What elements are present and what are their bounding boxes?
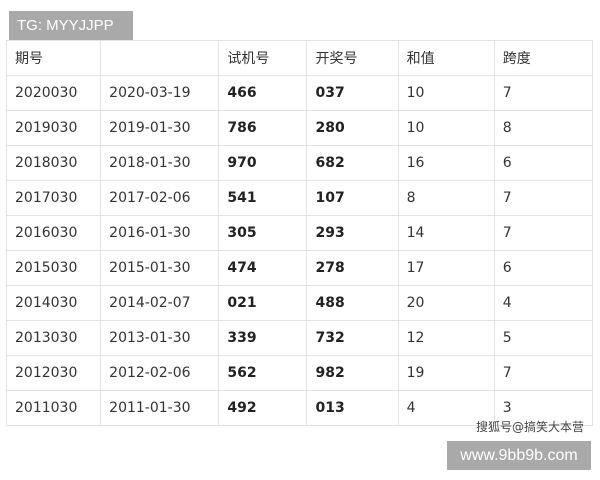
- table-cell: 14: [397, 215, 495, 251]
- table-cell: 7: [493, 355, 594, 391]
- table-cell: 107: [306, 180, 399, 216]
- table-cell: 021: [218, 285, 308, 321]
- table-cell: 2013030: [5, 320, 102, 356]
- table-cell: 2018-01-30: [100, 145, 220, 181]
- header-cell: 期号: [5, 40, 102, 76]
- table-cell: 7: [493, 215, 594, 251]
- watermark: 搜狐号@搞笑大本营: [476, 420, 585, 434]
- header-cell: 跨度: [493, 40, 594, 76]
- site-label: www.9bb9b.com: [447, 441, 591, 470]
- table-cell: 19: [397, 355, 495, 391]
- header-cell: 开奖号: [306, 40, 399, 76]
- table-row: 2013030 2013-01-30 339 732 12 5: [5, 320, 594, 356]
- table-row: 2020030 2020-03-19 466 037 10 7: [5, 75, 594, 111]
- table-row: 2017030 2017-02-06 541 107 8 7: [5, 180, 594, 216]
- header-cell: [100, 40, 220, 76]
- table-cell: 037: [306, 75, 399, 111]
- table-cell: 12: [397, 320, 495, 356]
- table-cell: 2015-01-30: [100, 250, 220, 286]
- tg-label: TG: MYYJJPP: [9, 11, 133, 40]
- table-cell: 6: [493, 145, 594, 181]
- table-cell: 2017-02-06: [100, 180, 220, 216]
- table-cell: 2018030: [5, 145, 102, 181]
- table-cell: 293: [306, 215, 399, 251]
- table-cell: 2019-01-30: [100, 110, 220, 146]
- table-cell: 20: [397, 285, 495, 321]
- table-cell: 305: [218, 215, 308, 251]
- header-cell: 试机号: [218, 40, 308, 76]
- table-cell: 474: [218, 250, 308, 286]
- table-cell: 3: [493, 390, 594, 426]
- table-cell: 4: [493, 285, 594, 321]
- table-cell: 339: [218, 320, 308, 356]
- table-row: 2016030 2016-01-30 305 293 14 7: [5, 215, 594, 251]
- header-row: 期号 试机号 开奖号 和值 跨度: [5, 40, 594, 76]
- table-cell: 2016-01-30: [100, 215, 220, 251]
- table-cell: 2014-02-07: [100, 285, 220, 321]
- table-cell: 280: [306, 110, 399, 146]
- table-row: 2012030 2012-02-06 562 982 19 7: [5, 355, 594, 391]
- table-cell: 7: [493, 75, 594, 111]
- table-cell: 2019030: [5, 110, 102, 146]
- table-cell: 2012-02-06: [100, 355, 220, 391]
- table-row: 2019030 2019-01-30 786 280 10 8: [5, 110, 594, 146]
- table-cell: 2011-01-30: [100, 390, 220, 426]
- table-cell: 786: [218, 110, 308, 146]
- table-cell: 466: [218, 75, 308, 111]
- table-cell: 8: [493, 110, 594, 146]
- table-cell: 10: [397, 75, 495, 111]
- table-cell: 541: [218, 180, 308, 216]
- table-cell: 16: [397, 145, 495, 181]
- table-cell: 562: [218, 355, 308, 391]
- table-cell: 2020-03-19: [100, 75, 220, 111]
- table-cell: 17: [397, 250, 495, 286]
- table-cell: 10: [397, 110, 495, 146]
- table-cell: 6: [493, 250, 594, 286]
- table-cell: 5: [493, 320, 594, 356]
- header-cell: 和值: [397, 40, 495, 76]
- table-cell: 8: [397, 180, 495, 216]
- lottery-table: 期号 试机号 开奖号 和值 跨度 2020030 2020-03-19 466 037 10 7 20…: [5, 40, 594, 426]
- table-row: 2014030 2014-02-07 021 488 20 4: [5, 285, 594, 321]
- table-cell: 732: [306, 320, 399, 356]
- table-cell: 492: [218, 390, 308, 426]
- table-cell: 2015030: [5, 250, 102, 286]
- table-cell: 970: [218, 145, 308, 181]
- table-cell: 682: [306, 145, 399, 181]
- table-cell: 2016030: [5, 215, 102, 251]
- table-cell: 2017030: [5, 180, 102, 216]
- table-row: 2011030 2011-01-30 492 013 4 3: [5, 390, 594, 426]
- table-cell: 2012030: [5, 355, 102, 391]
- table-cell: 2011030: [5, 390, 102, 426]
- table-cell: 982: [306, 355, 399, 391]
- table-row: 2015030 2015-01-30 474 278 17 6: [5, 250, 594, 286]
- table-row: 2018030 2018-01-30 970 682 16 6: [5, 145, 594, 181]
- table-cell: 278: [306, 250, 399, 286]
- table-cell: 2020030: [5, 75, 102, 111]
- table-cell: 2013-01-30: [100, 320, 220, 356]
- table-cell: 013: [306, 390, 399, 426]
- table-cell: 2014030: [5, 285, 102, 321]
- table-cell: 488: [306, 285, 399, 321]
- table-cell: 7: [493, 180, 594, 216]
